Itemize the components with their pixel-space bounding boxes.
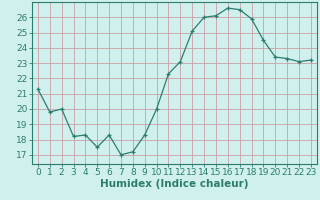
X-axis label: Humidex (Indice chaleur): Humidex (Indice chaleur) — [100, 179, 249, 189]
